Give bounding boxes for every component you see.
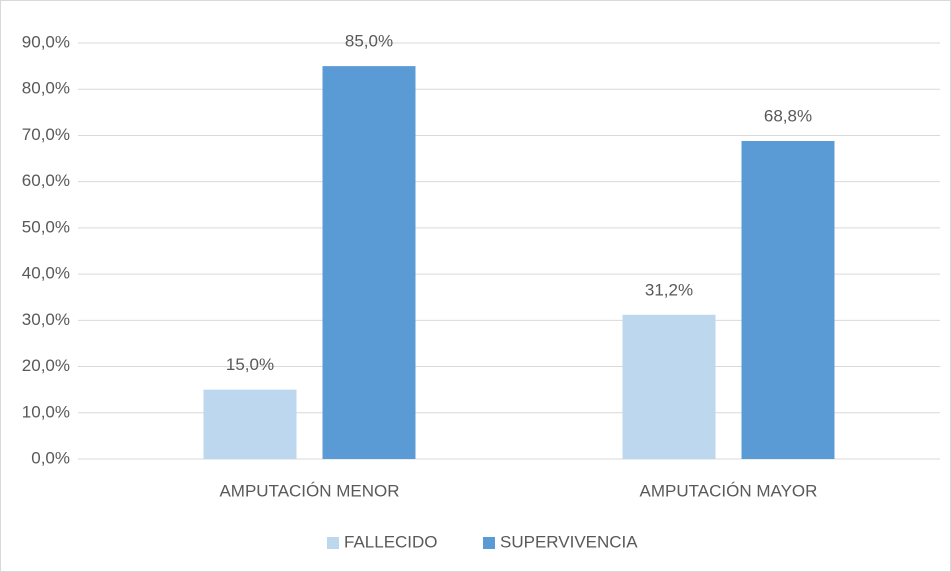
y-tick-label: 60,0%: [22, 171, 70, 190]
y-tick-label: 30,0%: [22, 310, 70, 329]
y-tick-label: 20,0%: [22, 356, 70, 375]
y-tick-label: 50,0%: [22, 217, 70, 236]
y-tick-label: 10,0%: [22, 402, 70, 421]
data-label: 15,0%: [226, 355, 274, 374]
legend-label: FALLECIDO: [344, 532, 438, 551]
data-label: 85,0%: [345, 32, 393, 51]
y-tick-label: 70,0%: [22, 125, 70, 144]
x-tick-label: AMPUTACIÓN MENOR: [219, 481, 399, 500]
bar: [203, 389, 297, 459]
legend-swatch: [327, 537, 339, 549]
y-tick-label: 90,0%: [22, 32, 70, 51]
data-label: 68,8%: [764, 106, 812, 125]
bar: [741, 140, 835, 460]
y-tick-label: 40,0%: [22, 264, 70, 283]
bar: [322, 66, 416, 459]
bar: [622, 314, 716, 459]
legend-swatch: [483, 537, 495, 549]
y-tick-label: 0,0%: [31, 448, 70, 467]
data-label: 31,2%: [645, 280, 693, 299]
y-tick-label: 80,0%: [22, 79, 70, 98]
legend-label: SUPERVIVENCIA: [500, 532, 638, 551]
x-tick-label: AMPUTACIÓN MAYOR: [640, 481, 818, 500]
